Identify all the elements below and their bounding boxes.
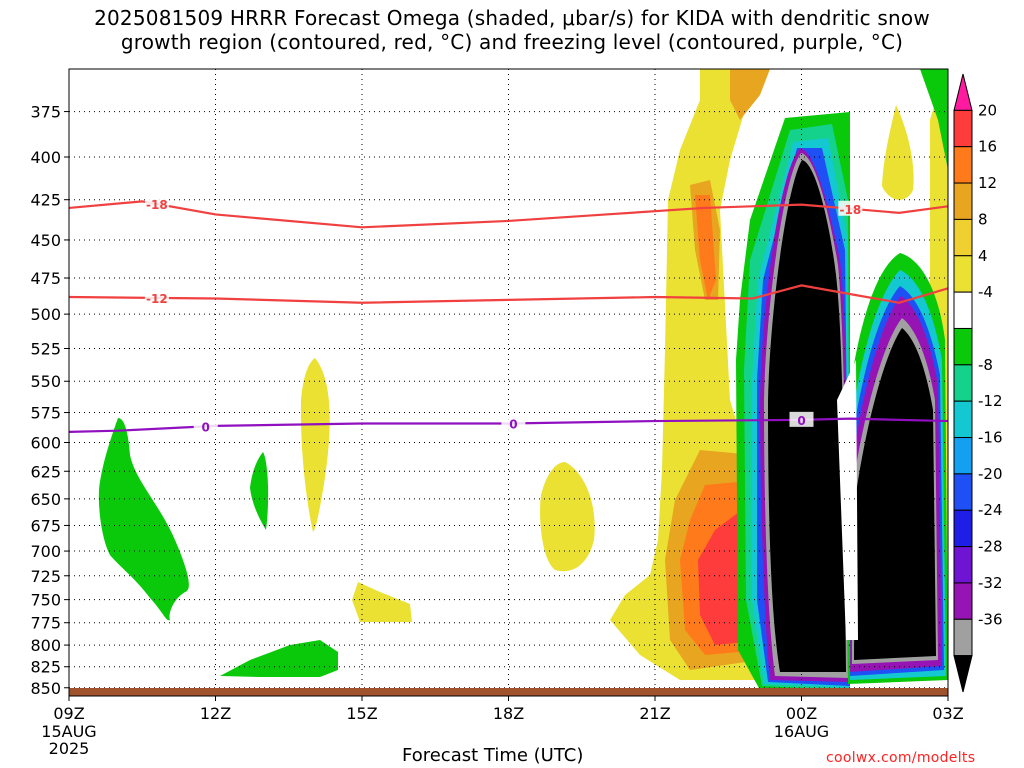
colorbar-label: -16 (978, 429, 1003, 447)
y-tick-label: 675 (30, 516, 61, 535)
contour-label: 0 (509, 417, 517, 431)
omega-fill-black-core2 (854, 328, 936, 660)
omega-fill-yellow-blob2 (352, 582, 412, 622)
colorbar-swatch (953, 618, 973, 657)
x-tick-date: 15AUG (41, 722, 96, 741)
y-tick-label: 425 (30, 191, 61, 210)
omega-fill-green-bottom (220, 640, 338, 677)
colorbar-label: -36 (978, 610, 1003, 628)
colorbar-swatch (953, 400, 973, 439)
contour-label: -12 (146, 292, 168, 306)
chart-title-line1: 2025081509 HRRR Forecast Omega (shaded, … (94, 6, 930, 30)
omega-fill-yellow-blob1 (300, 358, 330, 532)
colorbar-label: -8 (978, 356, 993, 374)
colorbar-label: 8 (978, 210, 988, 228)
contour-label-bg (789, 411, 814, 427)
y-tick-label: 500 (30, 305, 61, 324)
colorbar-swatch (953, 473, 973, 511)
colorbar-swatch (953, 146, 973, 184)
y-tick-label: 725 (30, 567, 61, 586)
colorbar-swatch (953, 73, 973, 111)
contour-label: -18 (146, 198, 168, 212)
colorbar-label: -28 (978, 538, 1003, 556)
x-tick-label: 18Z (493, 704, 524, 723)
contour-label-bg (144, 289, 169, 305)
colorbar-swatch (953, 182, 973, 220)
colorbar-label: -24 (978, 501, 1003, 519)
y-tick-label: 400 (30, 148, 61, 167)
colorbar-swatch (953, 327, 973, 366)
colorbar-swatch (953, 109, 973, 148)
y-tick-label: 825 (30, 658, 61, 677)
omega-fill-green-upper-right (920, 69, 948, 170)
omega-fill-yellow-blob4 (882, 105, 914, 200)
y-tick-label: 750 (30, 591, 61, 610)
omega-fill-green-small (250, 452, 269, 530)
colorbar-swatch (953, 364, 973, 402)
omega-fill-dark-orange (695, 195, 716, 300)
colorbar-swatch (953, 655, 973, 693)
contour-label: -18 (839, 203, 861, 217)
colorbar-label: 12 (978, 174, 997, 192)
y-tick-label: 600 (30, 434, 61, 453)
omega-fill-white-gap (837, 360, 858, 640)
y-tick-label: 650 (30, 490, 61, 509)
y-tick-label: 550 (30, 372, 61, 391)
colorbar-label: -20 (978, 465, 1003, 483)
contour-line (69, 284, 948, 304)
x-tick-label: 15Z (346, 704, 377, 723)
y-tick-label: 700 (30, 542, 61, 561)
y-tick-label: 575 (30, 404, 61, 423)
colorbar-label: 20 (978, 101, 997, 119)
credit-text: coolwx.com/modelts (826, 750, 976, 766)
colorbar-label: -12 (978, 392, 1003, 410)
colorbar-swatch (953, 437, 973, 475)
y-tick-label: 450 (30, 231, 61, 250)
x-tick-label: 21Z (639, 704, 670, 723)
x-tick-label: 09Z (53, 704, 84, 723)
colorbar-swatch (953, 218, 973, 257)
chart-title: 2025081509 HRRR Forecast Omega (shaded, … (0, 6, 1024, 54)
colorbar-swatch (953, 255, 973, 293)
contour-label-bg (838, 200, 863, 216)
y-tick-label: 525 (30, 339, 61, 358)
colorbar-swatch (953, 546, 973, 584)
colorbar-label: -4 (978, 283, 993, 301)
x-tick-label: 03Z (932, 704, 963, 723)
x-tick-date: 16AUG (774, 722, 829, 741)
contour-label: 0 (202, 420, 210, 434)
colorbar-label: -32 (978, 574, 1003, 592)
x-tick-label: 12Z (200, 704, 231, 723)
colorbar-label: 16 (978, 138, 997, 156)
y-tick-label: 625 (30, 462, 61, 481)
contour-label-bg (501, 415, 526, 431)
colorbar-swatch (953, 291, 973, 329)
x-axis-label: Forecast Time (UTC) (402, 745, 584, 766)
y-tick-label: 475 (30, 269, 61, 288)
colorbar-label: 4 (978, 247, 988, 265)
y-tick-label: 800 (30, 636, 61, 655)
omega-fill-yellow-blob3 (540, 462, 595, 572)
x-tick-label: 00Z (786, 704, 817, 723)
y-tick-label: 850 (30, 679, 61, 698)
y-tick-label: 775 (30, 614, 61, 633)
chart-title-line2: growth region (contoured, red, °C) and f… (120, 30, 904, 54)
omega-fill-green-left (98, 418, 189, 621)
x-tick-year: 2025 (49, 739, 90, 758)
omega-fill-orange-upper (730, 69, 770, 120)
colorbar-swatch (953, 509, 973, 548)
contour-label-bg (144, 195, 169, 211)
contour-label-bg (193, 418, 218, 434)
y-tick-label: 375 (30, 103, 61, 122)
colorbar-swatch (953, 582, 973, 620)
terrain-strip (69, 688, 948, 696)
contour-label: 0 (797, 414, 805, 428)
